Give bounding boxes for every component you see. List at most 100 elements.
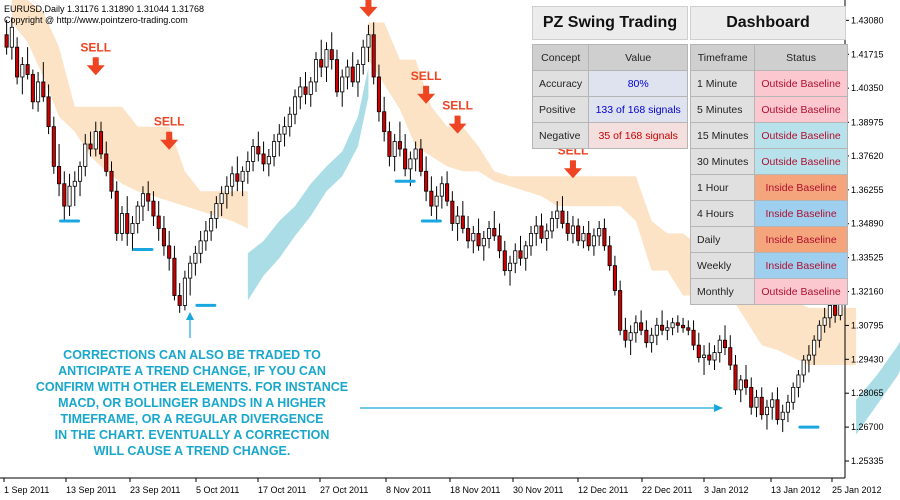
candle [518, 250, 523, 259]
dashboard-label: 5 Minutes [689, 96, 756, 123]
candle [754, 396, 759, 408]
candle [560, 210, 565, 224]
candle [565, 223, 570, 234]
candle [513, 250, 518, 264]
y-tick-label: 1.28065 [851, 388, 884, 398]
candle [78, 165, 83, 182]
annotation-right-arrowhead [714, 404, 723, 412]
candle [156, 215, 161, 229]
copyright-text: Copyright @ http://www.pointzero-trading… [4, 15, 188, 25]
candle [119, 213, 125, 234]
candle [549, 218, 554, 232]
candle [806, 354, 811, 361]
candle [612, 265, 617, 291]
sell-arrow-shaft [92, 57, 99, 67]
candle [251, 146, 256, 162]
candle [298, 86, 303, 98]
candle [88, 143, 93, 150]
candle [471, 233, 476, 242]
candle [104, 153, 109, 172]
candle [303, 86, 308, 95]
candle [649, 334, 654, 344]
candle [198, 240, 203, 254]
candle [397, 141, 402, 150]
candle [324, 49, 329, 68]
candle [607, 245, 612, 267]
candle [20, 64, 25, 78]
candle [539, 225, 544, 239]
y-tick-label: 1.34890 [851, 219, 884, 229]
annotation-line: ANTICIPATE A TREND CHANGE, IF YOU CAN [58, 364, 326, 378]
col-value: Value [588, 44, 688, 71]
y-tick-label: 1.33525 [851, 253, 884, 263]
swing-label: Positive [531, 96, 590, 123]
candle [408, 158, 413, 170]
candle [293, 96, 298, 115]
y-tick-label: 1.32160 [851, 287, 884, 297]
swing-panel-title: PZ Swing Trading [532, 6, 688, 40]
dashboard-row: 1 Hour Inside Baseline [689, 174, 848, 201]
candle [591, 235, 596, 247]
candle [25, 64, 30, 75]
candle [702, 354, 707, 358]
candle [812, 339, 817, 356]
y-tick-label: 1.38975 [851, 117, 884, 127]
dashboard-value: Inside Baseline [754, 174, 848, 201]
candle [770, 399, 775, 408]
candle [46, 96, 51, 128]
col-status: Status [754, 44, 848, 71]
dashboard-value: Inside Baseline [754, 252, 848, 279]
x-tick-label: 30 Nov 2011 [513, 485, 563, 495]
candle [654, 324, 659, 336]
dashboard-row: Weekly Inside Baseline [689, 252, 848, 279]
candle [67, 185, 72, 207]
down-trend-band [11, 0, 248, 229]
candle [785, 401, 790, 413]
candle [791, 386, 796, 403]
col-timeframe: Timeframe [689, 44, 756, 71]
y-tick-label: 1.40350 [851, 83, 884, 93]
candle [214, 203, 219, 219]
candle [240, 170, 245, 182]
dashboard-value: Outside Baseline [754, 122, 848, 149]
candle [266, 156, 271, 165]
y-tick-label: 1.25335 [851, 456, 884, 466]
candle [439, 183, 444, 197]
candle [376, 76, 381, 113]
y-tick-label: 1.30795 [851, 320, 884, 330]
sell-label: SELL [442, 99, 473, 113]
candle [219, 193, 224, 205]
y-tick-label: 1.37620 [851, 151, 884, 161]
candle [413, 148, 418, 160]
candle [146, 193, 151, 202]
sell-arrow-head [448, 123, 467, 134]
candle [366, 34, 371, 48]
dashboard-row: 4 Hours Inside Baseline [689, 200, 848, 227]
sell-arrow-shaft [423, 85, 430, 95]
x-tick-label: 12 Dec 2011 [578, 485, 628, 495]
swing-value: 80% [588, 70, 688, 97]
candle [403, 148, 408, 170]
candle [72, 180, 77, 187]
candle [135, 205, 140, 224]
candle [429, 190, 434, 207]
y-tick-label: 1.43080 [851, 15, 884, 25]
candle [130, 223, 135, 234]
candle [167, 245, 172, 259]
candle [261, 153, 266, 165]
candle [780, 411, 785, 421]
candle [691, 329, 696, 346]
candle [696, 344, 701, 358]
candle [313, 59, 319, 83]
candle [41, 81, 46, 98]
candle [481, 237, 486, 247]
candle [392, 141, 397, 157]
candle [109, 170, 114, 192]
candle [665, 327, 670, 331]
candle [114, 190, 119, 234]
annotation-line: MACD, OR BOLLINGER BANDS IN A HIGHER [58, 396, 326, 410]
candle [30, 74, 35, 103]
candle [272, 141, 277, 157]
candle [209, 218, 214, 232]
candle [796, 374, 801, 388]
